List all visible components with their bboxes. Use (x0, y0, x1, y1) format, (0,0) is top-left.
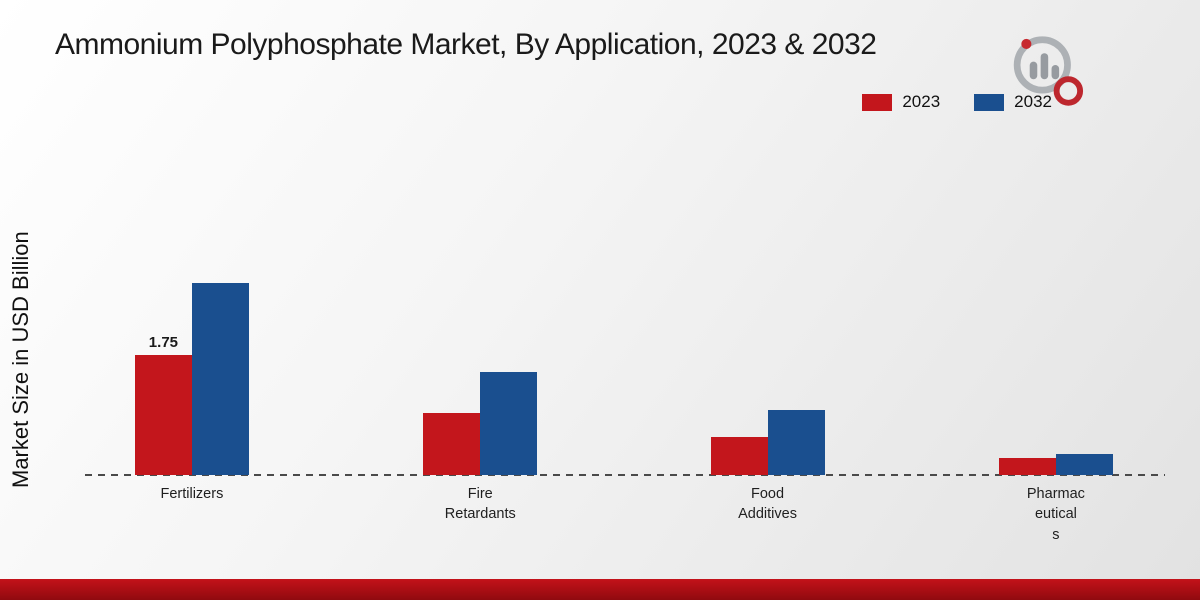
legend-item-2032: 2032 (974, 92, 1052, 112)
bar-2032-pharmaceuticals (1055, 454, 1113, 475)
bar-2032-fertilizers (191, 283, 249, 475)
legend: 2023 2032 (862, 92, 1052, 112)
legend-label-2023: 2023 (902, 92, 941, 111)
category-label-fire-retardants: Fire Retardants (444, 486, 516, 523)
brand-logo-icon (1013, 36, 1084, 106)
legend-label-2032: 2032 (1014, 92, 1052, 111)
bar-2023-fertilizers: 1.75 (134, 334, 192, 475)
bar-2023-fire-retardants (423, 413, 481, 475)
plot-area: 1.75 Fertilizers Fire Retardants Food Additiv… (85, 0, 1165, 543)
bar-group-fire-retardants: Fire Retardants (423, 372, 538, 522)
category-label-food-additives: Food Additives (738, 486, 797, 523)
bar-2023-food-additives (710, 437, 768, 475)
chart-title: Ammonium Polyphosphate Market, By Applic… (55, 28, 877, 61)
bottom-accent-bar (0, 579, 1200, 600)
bar-2032-food-additives (767, 409, 825, 475)
category-label-fertilizers: Fertilizers (160, 486, 224, 502)
legend-item-2023: 2023 (862, 92, 940, 112)
legend-swatch-2032 (974, 93, 1005, 111)
y-axis-label: Market Size in USD Billion (8, 231, 33, 489)
legend-swatch-2023 (862, 93, 893, 111)
bar-group-fertilizers: 1.75 Fertilizers (134, 283, 249, 502)
bar-value-label: 1.75 (148, 334, 179, 352)
bar-2023-pharmaceuticals (998, 457, 1056, 475)
bar-group-food-additives: Food Additives (710, 409, 825, 522)
category-label-pharmaceuticals: Pharmac eutical s (1026, 486, 1085, 543)
bar-2032-fire-retardants (480, 372, 538, 475)
bar-group-pharmaceuticals: Pharmac eutical s (998, 454, 1113, 543)
x-axis-baseline (85, 474, 1165, 476)
